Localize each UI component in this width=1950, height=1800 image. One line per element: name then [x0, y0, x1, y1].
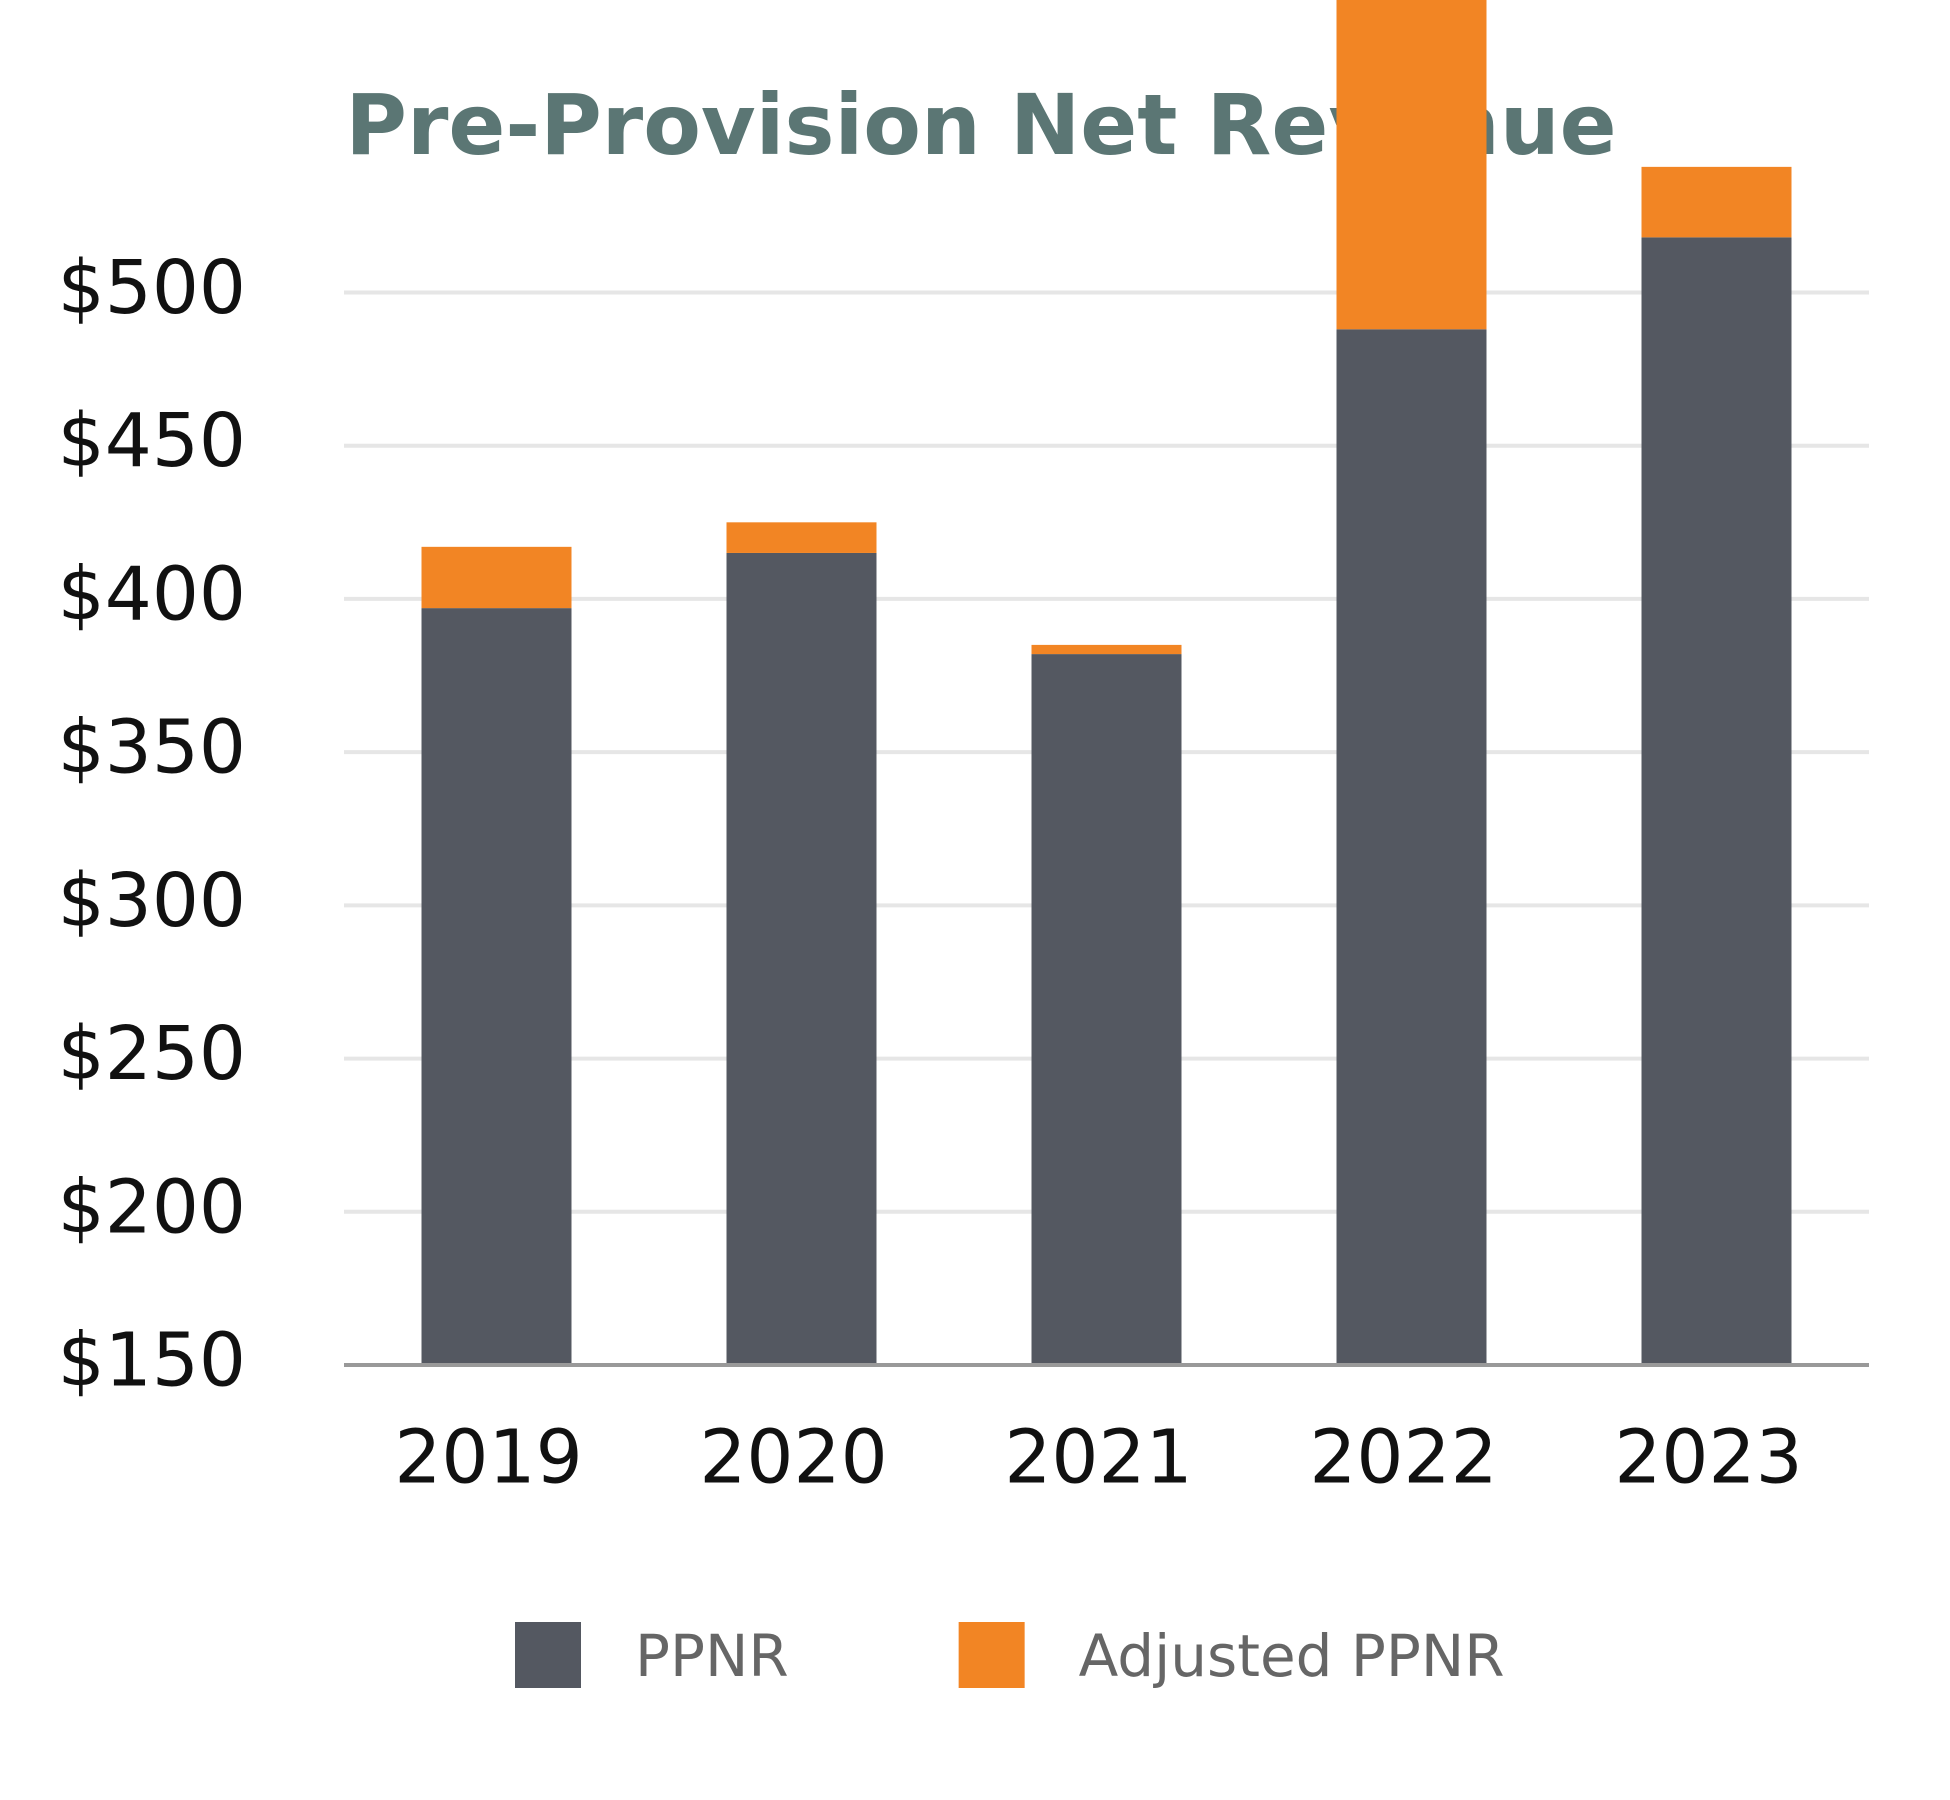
- x-tick-label: 2023: [1614, 1415, 1802, 1501]
- y-tick-label: $150: [58, 1318, 246, 1404]
- legend-label: Adjusted PPNR: [1079, 1622, 1505, 1690]
- y-tick-label: $200: [58, 1164, 246, 1250]
- legend-swatch: [958, 1622, 1025, 1688]
- y-tick-label: $500: [58, 245, 246, 331]
- bar-segment: [1336, 329, 1487, 1365]
- bar-segment: [1031, 654, 1182, 1365]
- y-tick-label: $400: [58, 551, 246, 637]
- bar-segment: [726, 522, 877, 553]
- x-tick-label: 2019: [394, 1415, 582, 1501]
- y-tick-label: $350: [58, 705, 246, 791]
- bar-segment: [1641, 237, 1792, 1365]
- legend-label: PPNR: [635, 1622, 789, 1690]
- legend-swatch: [515, 1622, 581, 1688]
- x-tick-label: 2022: [1309, 1415, 1497, 1501]
- bar-segment: [1336, 0, 1487, 330]
- bar-segment: [1641, 166, 1792, 238]
- y-tick-label: $450: [58, 398, 246, 484]
- bar-segment: [421, 546, 572, 609]
- bar-segment: [1031, 644, 1182, 655]
- bar-segment: [421, 608, 572, 1365]
- y-tick-label: $250: [58, 1011, 246, 1097]
- x-tick-label: 2021: [1004, 1415, 1192, 1501]
- y-tick-label: $300: [58, 858, 246, 944]
- x-tick-label: 2020: [699, 1415, 887, 1501]
- bar-segment: [726, 552, 877, 1365]
